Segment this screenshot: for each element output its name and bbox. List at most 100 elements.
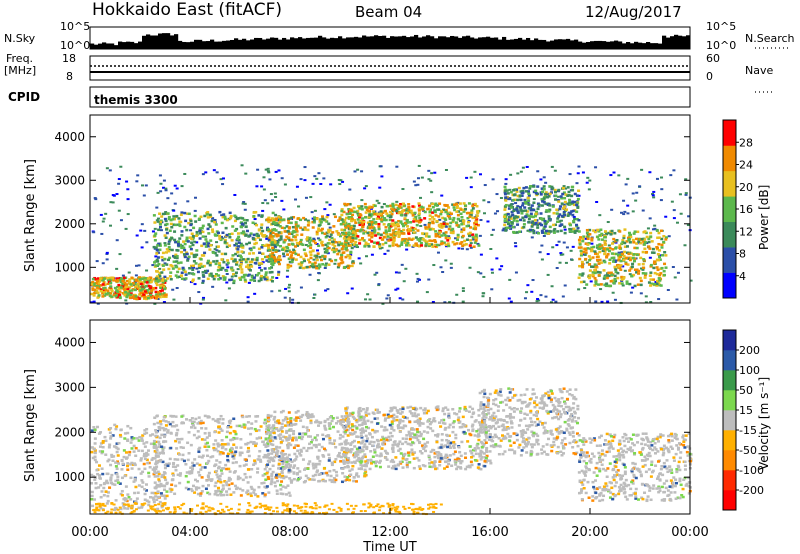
power-cell [239, 278, 243, 281]
power-cell [351, 233, 355, 237]
power-cell [327, 228, 331, 232]
power-cell [676, 271, 680, 274]
velocity-cell [277, 473, 281, 476]
velocity-cell [363, 443, 367, 446]
velocity-cell [322, 479, 326, 483]
velocity-cell [267, 424, 271, 427]
power-cell [271, 211, 275, 215]
power-cell [563, 200, 567, 204]
power-cell [171, 288, 175, 291]
power-cell [495, 193, 499, 196]
power-cell [427, 242, 431, 246]
power-cell [512, 219, 516, 222]
velocity-cell [129, 498, 133, 501]
power-cell [509, 217, 513, 220]
velocity-cell [134, 446, 138, 450]
velocity-cell [155, 465, 159, 468]
power-cell [519, 190, 523, 193]
power-cell [102, 281, 106, 284]
power-cell [155, 219, 159, 222]
power-cell [633, 259, 637, 263]
velocity-cell [333, 439, 337, 442]
velocity-cell [139, 459, 143, 462]
velocity-cell [259, 460, 263, 463]
power-cell [177, 217, 181, 220]
power-cell [300, 261, 304, 264]
power-cell [338, 183, 342, 186]
power-cell [613, 260, 617, 263]
power-cell [98, 278, 102, 282]
velocity-cell [232, 417, 236, 421]
power-cell [562, 191, 566, 194]
nsky-bar [170, 35, 175, 49]
power-cell [456, 213, 460, 217]
power-cell [251, 221, 255, 224]
velocity-cell [345, 416, 349, 420]
power-cell [178, 220, 182, 223]
power-cell [424, 226, 428, 229]
power-cell [650, 251, 654, 254]
power-cell [294, 224, 298, 228]
power-cell [552, 223, 556, 227]
power-cell [617, 174, 621, 177]
power-cell [395, 211, 399, 215]
power-cell [233, 219, 237, 223]
power-cell [110, 288, 114, 291]
power-cell [575, 217, 579, 221]
power-cell [258, 266, 262, 269]
velocity-cell [308, 478, 312, 481]
power-cell [317, 272, 321, 275]
power-cell [124, 299, 128, 302]
power-cell [656, 253, 660, 256]
velocity-cell [214, 491, 218, 494]
power-cell [309, 253, 313, 257]
power-cell [211, 251, 215, 254]
power-cell [504, 178, 508, 181]
velocity-cell [298, 476, 302, 480]
velocity-cell [222, 493, 226, 497]
velocity-cell [330, 419, 334, 423]
power-cell [584, 237, 588, 240]
velocity-cell [180, 437, 184, 441]
power-cell [95, 260, 99, 263]
velocity-cell [232, 457, 236, 460]
power-cell [426, 207, 430, 211]
nsky-bar [578, 41, 583, 49]
power-cell [391, 241, 395, 244]
power-cell [205, 211, 209, 215]
power-cell [582, 280, 586, 284]
velocity-cell [164, 424, 168, 427]
velocity-cell [233, 484, 237, 488]
power-cell [536, 207, 540, 211]
power-cell [620, 278, 624, 281]
power-cell [590, 239, 594, 242]
velocity-cell [162, 446, 166, 449]
power-cell [559, 229, 563, 233]
power-cell [640, 237, 644, 241]
velocity-cell [153, 450, 157, 453]
power-cell [283, 238, 287, 242]
velocity-cell [91, 504, 95, 508]
power-cell [427, 169, 431, 172]
power-cell [414, 184, 418, 187]
velocity-cell [224, 448, 228, 451]
power-cell [325, 234, 329, 238]
velocity-cell [163, 463, 167, 467]
power-cell [384, 229, 388, 232]
power-cell [269, 193, 273, 196]
power-cell [664, 215, 668, 218]
velocity-cell [155, 414, 159, 418]
velocity-cell [264, 445, 268, 448]
power-cell [468, 266, 472, 269]
nsky-bar [282, 37, 287, 49]
power-cell [401, 237, 405, 241]
power-cell [508, 188, 512, 191]
velocity-cell [265, 432, 269, 436]
power-cell [99, 277, 103, 280]
power-cell [266, 170, 270, 173]
power-cell [242, 232, 246, 236]
velocity-cell [260, 482, 264, 485]
velocity-cell [266, 453, 270, 457]
power-cell [373, 204, 377, 208]
velocity-cell [257, 429, 261, 432]
